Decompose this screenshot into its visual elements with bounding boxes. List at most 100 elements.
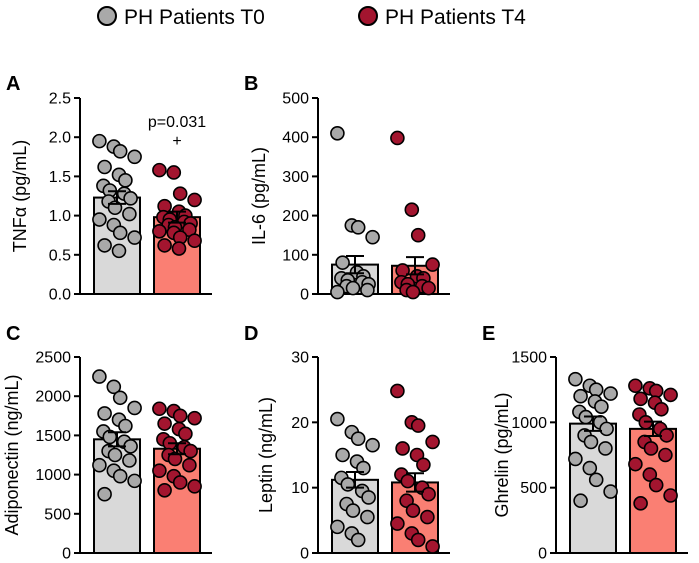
y-tick-label-b: 0 — [300, 287, 309, 304]
data-point — [123, 191, 138, 206]
data-point — [410, 418, 426, 433]
data-point — [425, 434, 440, 450]
series-c-t4 — [152, 401, 202, 554]
data-point — [658, 447, 673, 463]
data-point — [335, 447, 350, 463]
data-point — [648, 477, 664, 493]
data-point — [97, 486, 112, 502]
data-point — [127, 149, 142, 165]
data-point — [152, 463, 167, 478]
data-point — [663, 387, 678, 403]
series-a-t4 — [152, 162, 202, 295]
data-point — [633, 391, 648, 407]
data-point — [106, 379, 122, 395]
data-point — [663, 488, 678, 503]
panel-b: IL-6 (pg/mL) 0 100 200 300 400 500 — [249, 91, 450, 304]
y-tick-label-b: 300 — [282, 169, 309, 186]
data-point — [172, 408, 188, 424]
y-tick-label-e: 1000 — [511, 415, 547, 432]
y-tick-label-d: 30 — [291, 350, 309, 367]
series-b-t4 — [390, 130, 440, 300]
data-point — [127, 400, 142, 416]
data-point — [416, 457, 431, 473]
data-point — [350, 220, 366, 235]
legend-marker-t4 — [358, 6, 378, 26]
legend: PH Patients T0 PH Patients T4 — [97, 6, 526, 29]
data-point — [588, 382, 604, 397]
y-tick-label-e: 0 — [538, 546, 547, 563]
data-point — [183, 443, 198, 459]
y-tick-label-b: 100 — [282, 247, 309, 264]
y-tick-label-a: 1.0 — [49, 208, 71, 225]
y-axis-label-c: Adiponectin (ng/mL) — [2, 374, 22, 535]
y-tick-label-b: 200 — [282, 208, 309, 225]
data-point — [118, 418, 133, 434]
data-point — [583, 434, 599, 450]
legend-label-t4: PH Patients T4 — [385, 6, 526, 29]
y-tick-label-c: 500 — [44, 506, 71, 523]
data-point — [648, 383, 664, 399]
series-a-t0 — [92, 133, 142, 295]
data-point — [405, 284, 421, 300]
data-point — [573, 493, 588, 509]
data-point — [573, 388, 588, 404]
y-tick-label-a: 1.5 — [49, 169, 71, 186]
data-point — [659, 428, 674, 443]
y-axis-label-d: Leptin (ng/mL) — [256, 397, 276, 513]
data-point — [330, 519, 345, 535]
significance-symbol: + — [172, 133, 181, 150]
series-d-t4 — [390, 383, 440, 554]
data-point — [405, 503, 421, 518]
data-point — [187, 192, 202, 208]
data-point — [628, 456, 643, 472]
data-point — [92, 457, 107, 473]
data-point — [112, 144, 128, 159]
data-point — [365, 229, 380, 245]
data-point — [345, 280, 361, 296]
data-point — [172, 186, 188, 201]
data-point — [330, 125, 345, 141]
legend-marker-t0 — [97, 6, 117, 26]
data-point — [118, 173, 133, 188]
data-point — [112, 390, 128, 406]
series-d-t0 — [330, 411, 380, 554]
data-point — [365, 437, 380, 453]
panel-label-b: B — [244, 73, 258, 95]
data-point — [395, 441, 410, 456]
data-point — [421, 486, 436, 502]
data-point — [187, 479, 202, 494]
panel-c: Adiponectin (ng/mL) 0 500 1000 1500 2000 2500 — [2, 350, 212, 563]
data-point — [603, 386, 618, 401]
y-tick-label-c: 2000 — [35, 389, 71, 406]
y-tick-label-b: 400 — [282, 130, 309, 147]
data-point — [642, 467, 658, 482]
y-tick-label-a: 2.5 — [49, 91, 71, 108]
data-point — [152, 162, 167, 178]
y-tick-label-a: 2.0 — [49, 130, 71, 147]
data-point — [340, 477, 356, 492]
data-point — [350, 532, 366, 548]
panel-d: Leptin (ng/mL) 0 10 20 30 — [256, 350, 450, 563]
data-point — [594, 399, 609, 414]
series-c-t0 — [92, 369, 142, 555]
y-tick-label-d: 10 — [291, 480, 309, 497]
y-axis-label-a: TNFα (pg/mL) — [10, 140, 30, 252]
data-point — [350, 431, 366, 446]
data-point — [127, 230, 142, 245]
series-b-t0 — [330, 125, 380, 300]
data-point — [582, 460, 598, 476]
y-tick-label-a: 0.0 — [49, 287, 71, 304]
legend-label-t0: PH Patients T0 — [124, 6, 265, 29]
data-point — [400, 473, 416, 489]
panel-label-e: E — [482, 323, 495, 345]
data-point — [330, 284, 345, 300]
data-point — [107, 447, 123, 463]
y-tick-label-c: 1000 — [35, 467, 71, 484]
y-tick-label-d: 20 — [291, 415, 309, 432]
data-point — [588, 472, 604, 488]
data-point — [122, 206, 137, 222]
panels: TNFα (pg/mL) 0.0 0.5 1.0 1.5 2.0 2.5 p=0.031 + IL… — [2, 91, 688, 563]
data-point — [167, 451, 183, 467]
data-point — [187, 233, 202, 248]
